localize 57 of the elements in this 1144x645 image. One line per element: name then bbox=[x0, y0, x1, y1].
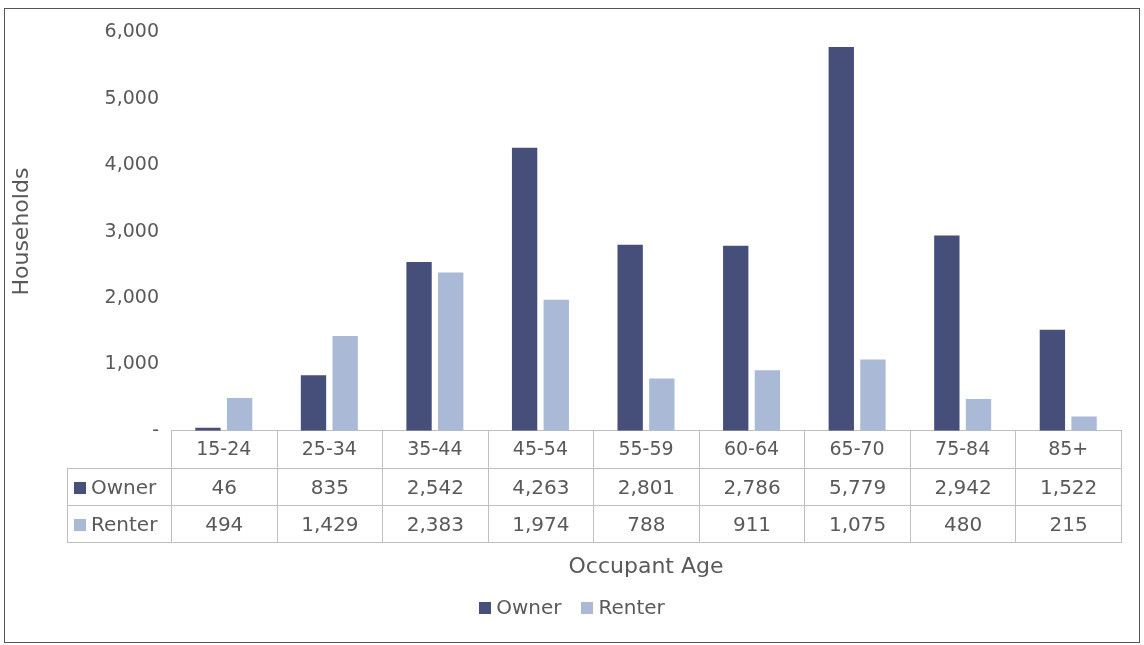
data-label: 1,429 bbox=[277, 505, 383, 543]
x-tick-label: 25-34 bbox=[301, 437, 357, 460]
y-tick-label: 6,000 bbox=[104, 19, 159, 42]
bar bbox=[617, 244, 643, 431]
legend-label: Renter bbox=[67, 505, 172, 543]
x-tick-label: 65-70 bbox=[829, 437, 885, 460]
data-label: 1,522 bbox=[1015, 468, 1122, 506]
text: Owner bbox=[496, 595, 562, 619]
x-axis-title: Occupant Age bbox=[568, 552, 724, 578]
data-label: 46 bbox=[171, 468, 278, 506]
bar bbox=[1039, 329, 1066, 431]
bar bbox=[332, 335, 358, 431]
x-tick-label: 85+ bbox=[1048, 437, 1089, 460]
data-label: 4,263 bbox=[488, 468, 594, 506]
y-tick-label: 2,000 bbox=[104, 284, 159, 307]
y-tick-label: 3,000 bbox=[104, 218, 159, 241]
data-label: 494 bbox=[171, 505, 278, 543]
y-tick-label: 1,000 bbox=[104, 351, 159, 374]
bar bbox=[828, 47, 854, 431]
data-label: 2,786 bbox=[699, 468, 805, 506]
bar bbox=[860, 359, 886, 431]
x-tick-label: 75-84 bbox=[935, 437, 991, 460]
x-tick-label: 60-64 bbox=[723, 437, 780, 460]
legend-label: Owner bbox=[67, 468, 172, 506]
bar bbox=[543, 299, 569, 431]
y-tick-label: - bbox=[152, 417, 159, 440]
data-label: 2,801 bbox=[593, 468, 700, 506]
x-tick-label: 45-54 bbox=[512, 437, 569, 460]
data-label: 911 bbox=[699, 505, 805, 543]
bar bbox=[226, 398, 253, 431]
bar bbox=[723, 245, 749, 431]
data-label: 788 bbox=[593, 505, 700, 543]
data-label: 2,542 bbox=[382, 468, 489, 506]
bar bbox=[300, 375, 327, 431]
bar bbox=[406, 262, 432, 431]
bar bbox=[511, 147, 538, 431]
y-tick-label: 4,000 bbox=[104, 152, 159, 175]
data-label: 1,974 bbox=[488, 505, 594, 543]
bar bbox=[438, 272, 464, 431]
bar bbox=[1071, 416, 1097, 431]
x-tick-label: 35-44 bbox=[407, 437, 463, 460]
bar bbox=[934, 235, 960, 431]
y-tick-label: 5,000 bbox=[104, 85, 159, 108]
data-label: 2,383 bbox=[382, 505, 489, 543]
text: Renter bbox=[598, 595, 665, 619]
x-tick-label: 15-24 bbox=[196, 437, 252, 460]
data-label: 1,075 bbox=[804, 505, 911, 543]
data-label: 835 bbox=[277, 468, 383, 506]
bar bbox=[965, 398, 992, 431]
bar bbox=[754, 370, 781, 431]
data-label: 215 bbox=[1015, 505, 1122, 543]
data-label: 5,779 bbox=[804, 468, 911, 506]
data-label: 480 bbox=[910, 505, 1016, 543]
x-tick-label: 55-59 bbox=[618, 437, 674, 460]
data-label: 2,942 bbox=[910, 468, 1016, 506]
y-axis-title: Households bbox=[7, 167, 33, 296]
bar bbox=[649, 378, 675, 431]
